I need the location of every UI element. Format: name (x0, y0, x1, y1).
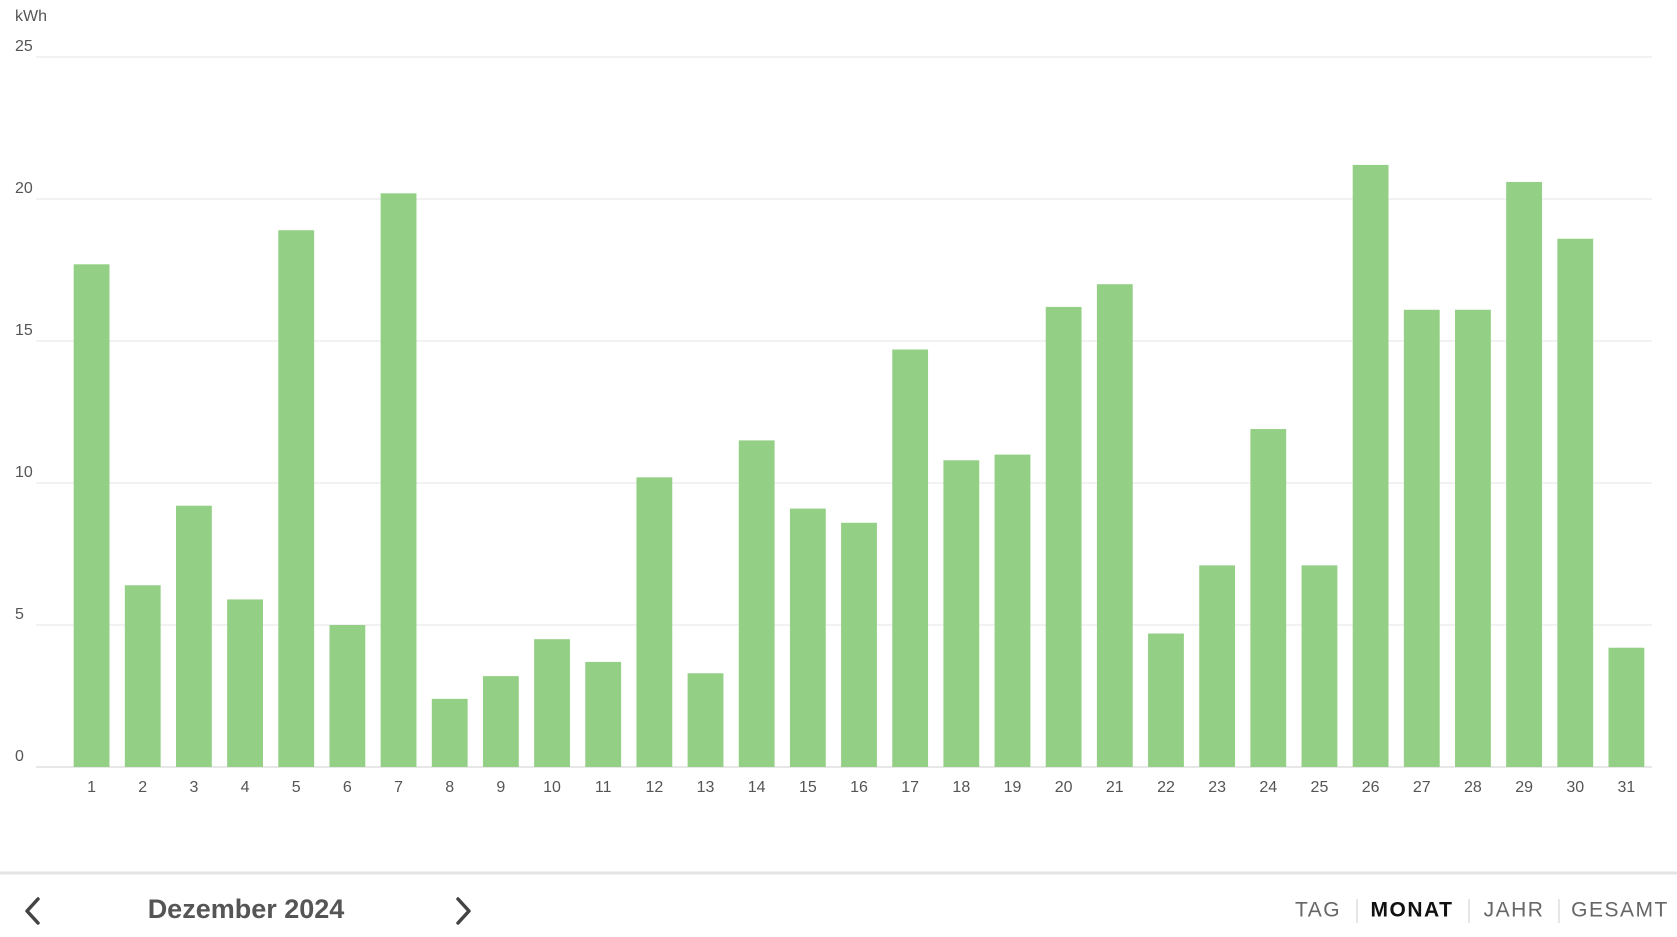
x-tick-label: 21 (1106, 779, 1124, 796)
bar (1352, 164, 1389, 768)
y-tick-label: 5 (15, 606, 24, 623)
x-tick-label: 15 (799, 779, 817, 796)
x-tick-label: 28 (1464, 779, 1482, 796)
bar (1199, 565, 1236, 767)
x-tick-label: 11 (595, 779, 612, 796)
bar (1403, 309, 1440, 767)
x-tick-label: 5 (292, 779, 301, 796)
bar (585, 661, 622, 767)
prev-button[interactable] (25, 897, 40, 925)
x-tick-label: 3 (189, 779, 198, 796)
chevron-left (25, 897, 40, 925)
bar (738, 440, 775, 767)
bar (329, 625, 366, 767)
x-tick-label: 2 (138, 779, 147, 796)
bar (278, 230, 315, 768)
bar (534, 639, 570, 767)
x-tick-label: 30 (1566, 779, 1584, 796)
y-axis-label: kWh (15, 8, 47, 25)
bar (1506, 181, 1543, 767)
bar (789, 508, 826, 767)
x-tick-label: 8 (445, 779, 454, 796)
chevron-right (456, 897, 471, 925)
bar (1557, 238, 1594, 767)
tab-button[interactable]: JAHR (1484, 899, 1545, 922)
y-tick-label: 10 (15, 464, 33, 481)
bar (687, 673, 724, 767)
x-tick-label: 10 (543, 779, 561, 796)
bar (124, 585, 161, 767)
x-tick-label: 17 (901, 779, 919, 796)
x-tick-label: 22 (1157, 779, 1175, 796)
x-tick-label: 7 (394, 779, 403, 796)
bar (1455, 309, 1491, 767)
bar (1608, 647, 1645, 767)
x-tick-label: 12 (645, 779, 663, 796)
bar (841, 522, 877, 767)
next-button[interactable] (456, 897, 471, 925)
x-tick-label: 27 (1413, 779, 1431, 796)
x-tick-label: 25 (1311, 779, 1329, 796)
y-tick-label: 25 (15, 38, 33, 55)
y-tick-label: 20 (15, 180, 33, 197)
tab-button[interactable]: TAG (1295, 899, 1341, 922)
bar (1045, 306, 1082, 767)
bar (227, 599, 263, 767)
bar (380, 193, 417, 767)
bar (994, 454, 1031, 767)
x-tick-label: 18 (952, 779, 970, 796)
bar (175, 505, 212, 767)
bar (431, 698, 468, 767)
x-tick-label: 26 (1362, 779, 1380, 796)
x-tick-label: 14 (748, 779, 766, 796)
x-tick-label: 24 (1259, 779, 1277, 796)
bar (943, 460, 980, 767)
x-tick-label: 16 (850, 779, 868, 796)
x-tick-label: 31 (1618, 779, 1636, 796)
y-tick-label: 0 (15, 748, 24, 765)
x-tick-label: 1 (87, 779, 96, 796)
x-tick-label: 9 (496, 779, 505, 796)
x-tick-label: 4 (241, 779, 250, 796)
bar (1096, 284, 1133, 767)
bar (892, 349, 929, 767)
bar (1250, 429, 1287, 767)
period-label: Dezember 2024 (148, 894, 345, 924)
x-tick-label: 23 (1208, 779, 1226, 796)
bar (1148, 633, 1184, 767)
x-tick-label: 13 (697, 779, 715, 796)
bar (482, 676, 519, 767)
x-tick-label: 29 (1515, 779, 1533, 796)
x-tick-label: 6 (343, 779, 352, 796)
bar (73, 264, 110, 767)
bar (1301, 565, 1338, 767)
x-tick-label: 20 (1055, 779, 1073, 796)
x-tick-label: 19 (1004, 779, 1022, 796)
bar (636, 477, 673, 767)
tab-button[interactable]: MONAT (1371, 899, 1454, 922)
tab-button[interactable]: GESAMT (1571, 899, 1669, 922)
y-tick-label: 15 (15, 322, 33, 339)
